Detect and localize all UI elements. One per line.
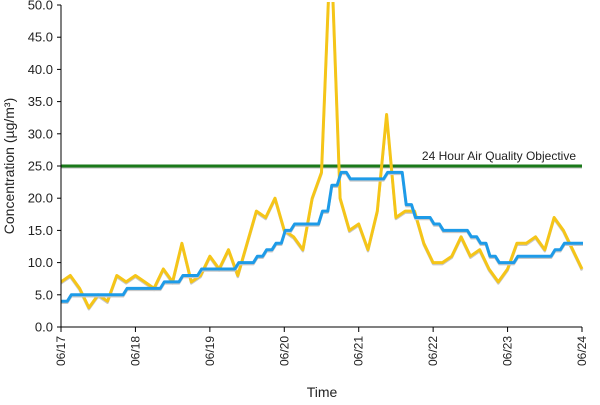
x-tick-label: 06/20 [277,336,291,366]
y-tick-label: 15.0 [28,223,53,238]
y-tick-label: 10.0 [28,255,53,270]
x-axis-label: Time [307,384,338,400]
y-tick-label: 0.0 [35,320,53,335]
y-tick-label: 5.0 [35,287,53,302]
y-tick-label: 50.0 [28,0,53,13]
y-tick-label: 25.0 [28,159,53,174]
x-tick-label: 06/22 [426,336,440,366]
reference-line-label: 24 Hour Air Quality Objective [422,149,576,163]
y-tick-label: 35.0 [28,94,53,109]
x-tick-label: 06/21 [352,336,366,366]
y-tick-label: 30.0 [28,126,53,141]
y-tick-label: 20.0 [28,191,53,206]
series-shadow-1 [61,174,583,303]
x-tick-label: 06/23 [501,336,515,366]
x-tick-label: 06/18 [128,336,142,366]
y-tick-label: 45.0 [28,30,53,45]
y-tick-label: 40.0 [28,62,53,77]
x-tick-label: 06/17 [54,336,68,366]
x-tick-label: 06/19 [203,336,217,366]
x-tick-label: 06/24 [575,336,589,366]
y-axis-label: Concentration (µg/m³) [1,98,17,234]
series-line-rolling [61,172,583,301]
